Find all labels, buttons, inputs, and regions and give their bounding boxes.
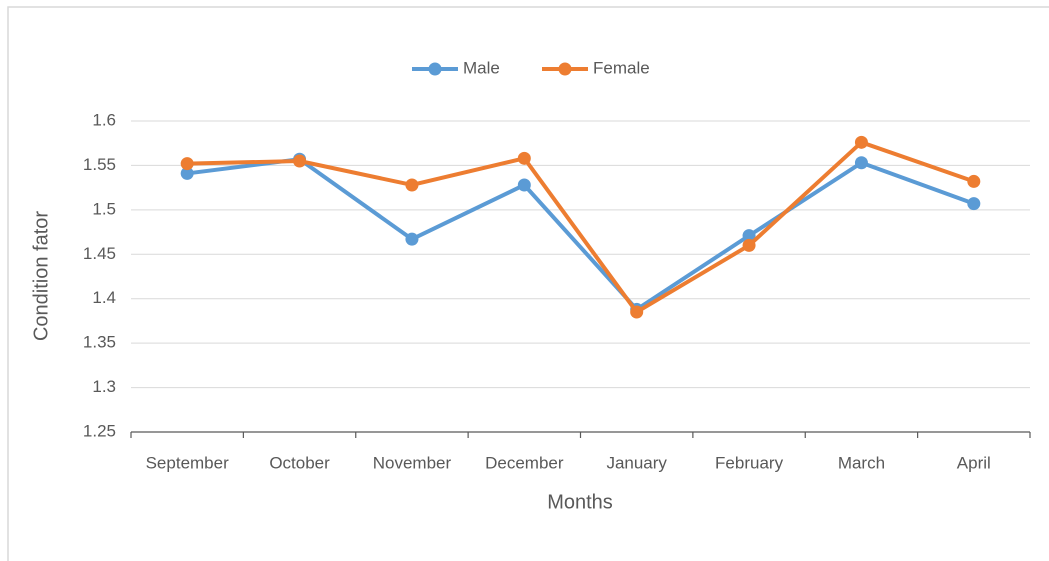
x-tick-label: March bbox=[838, 453, 885, 472]
y-tick-label: 1.5 bbox=[92, 199, 116, 218]
y-tick-label: 1.35 bbox=[83, 333, 116, 352]
legend-label: Male bbox=[463, 58, 500, 77]
series-marker bbox=[967, 197, 981, 211]
series-line bbox=[187, 140, 975, 315]
x-tick-label: November bbox=[373, 453, 452, 472]
series-marker bbox=[180, 166, 194, 180]
series-marker bbox=[742, 229, 756, 243]
y-tick-label: 1.55 bbox=[83, 155, 116, 174]
y-axis-title: Condition fator bbox=[30, 211, 52, 341]
x-tick-label: April bbox=[957, 453, 991, 472]
x-tick-label: September bbox=[146, 453, 229, 472]
x-tick-label: December bbox=[485, 453, 564, 472]
series-marker bbox=[854, 156, 868, 170]
y-tick-label: 1.25 bbox=[83, 421, 116, 440]
series-marker bbox=[967, 174, 981, 188]
series-marker bbox=[517, 178, 531, 192]
series-marker bbox=[405, 232, 419, 246]
chart-frame bbox=[7, 6, 1049, 561]
x-tick-label: February bbox=[715, 453, 784, 472]
series-line bbox=[186, 157, 975, 312]
legend-label: Female bbox=[593, 58, 650, 77]
legend-marker bbox=[558, 62, 572, 76]
series-marker bbox=[854, 135, 868, 149]
series-marker bbox=[742, 238, 756, 252]
x-tick-label: October bbox=[269, 453, 330, 472]
series-marker bbox=[180, 157, 194, 171]
y-tick-label: 1.45 bbox=[83, 244, 116, 263]
y-tick-label: 1.4 bbox=[92, 288, 116, 307]
x-axis-title: Months bbox=[547, 491, 613, 513]
series-marker bbox=[630, 305, 644, 319]
legend-marker bbox=[428, 62, 442, 76]
series-marker bbox=[405, 178, 419, 192]
x-tick-label: January bbox=[606, 453, 667, 472]
series-marker bbox=[517, 151, 531, 165]
series-marker bbox=[293, 154, 307, 168]
y-tick-label: 1.6 bbox=[92, 110, 116, 129]
y-tick-label: 1.3 bbox=[92, 377, 116, 396]
